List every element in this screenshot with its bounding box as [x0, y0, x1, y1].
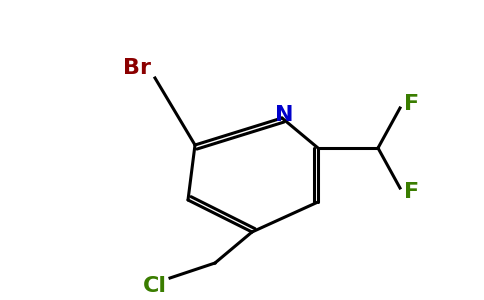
Text: Br: Br	[123, 58, 151, 78]
Text: N: N	[275, 105, 293, 125]
Text: F: F	[405, 94, 420, 114]
Text: Cl: Cl	[143, 276, 167, 296]
Text: F: F	[405, 182, 420, 202]
